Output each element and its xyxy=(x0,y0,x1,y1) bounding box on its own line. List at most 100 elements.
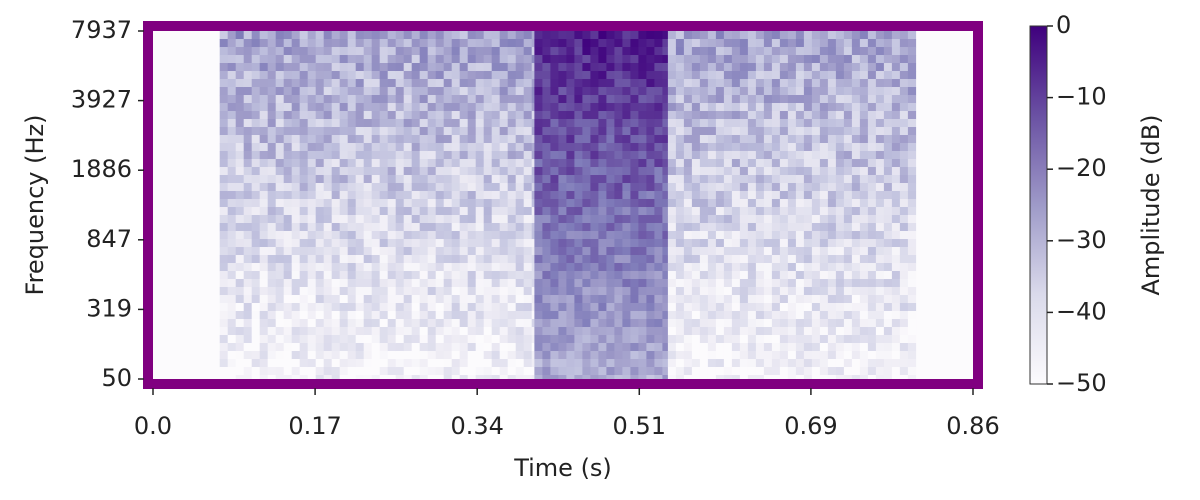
spectrogram-cell xyxy=(598,167,607,176)
spectrogram-cell xyxy=(819,255,829,264)
spectrogram-cell xyxy=(307,279,316,288)
spectrogram-cell xyxy=(219,87,228,96)
spectrogram-cell xyxy=(683,175,693,184)
spectrogram-cell xyxy=(763,335,773,344)
spectrogram-cell xyxy=(675,367,685,376)
spectrogram-cell xyxy=(707,223,717,232)
spectrogram-cell xyxy=(598,279,607,288)
spectrogram-cell xyxy=(459,271,468,280)
spectrogram-cell xyxy=(883,63,893,72)
spectrogram-cell xyxy=(550,103,559,112)
spectrogram-cell xyxy=(795,159,805,168)
spectrogram-cell xyxy=(395,287,404,296)
spectrogram-cell xyxy=(715,279,725,288)
spectrogram-cell xyxy=(550,359,559,368)
spectrogram-cell xyxy=(859,127,869,136)
spectrogram-cell xyxy=(907,367,917,376)
spectrogram-cell xyxy=(683,279,693,288)
spectrogram-cell xyxy=(907,159,917,168)
spectrogram-cell xyxy=(691,279,701,288)
spectrogram-cell xyxy=(811,71,821,80)
spectrogram-cell xyxy=(582,175,591,184)
spectrogram-cell xyxy=(283,319,292,328)
spectrogram-cell xyxy=(582,247,591,256)
spectrogram-cell xyxy=(283,103,292,112)
spectrogram-cell xyxy=(227,199,236,208)
spectrogram-cell xyxy=(251,375,260,380)
spectrogram-cell xyxy=(491,111,500,120)
spectrogram-cell xyxy=(443,263,452,272)
spectrogram-cell xyxy=(707,351,717,360)
spectrogram-cell xyxy=(427,79,436,88)
spectrogram-cell xyxy=(827,119,837,128)
spectrogram-cell xyxy=(451,295,460,304)
spectrogram-cell xyxy=(654,183,663,192)
spectrogram-cell xyxy=(299,55,308,64)
spectrogram-cell xyxy=(630,231,639,240)
spectrogram-cell xyxy=(558,319,567,328)
spectrogram-cell xyxy=(387,279,396,288)
spectrogram-cell xyxy=(699,335,709,344)
spectrogram-cell xyxy=(739,207,749,216)
spectrogram-cell xyxy=(363,95,372,104)
spectrogram-cell xyxy=(435,191,444,200)
spectrogram-cell xyxy=(662,87,669,96)
spectrogram-cell xyxy=(427,87,436,96)
spectrogram-cell xyxy=(355,135,364,144)
spectrogram-cell xyxy=(235,87,244,96)
spectrogram-cell xyxy=(267,311,276,320)
spectrogram-cell xyxy=(646,351,655,360)
spectrogram-cell xyxy=(843,47,853,56)
spectrogram-cell xyxy=(483,31,492,40)
spectrogram-cell xyxy=(795,191,805,200)
spectrogram-cell xyxy=(443,167,452,176)
spectrogram-cell xyxy=(755,79,765,88)
spectrogram-cell xyxy=(291,55,300,64)
spectrogram-cell xyxy=(667,191,677,200)
spectrogram-cell xyxy=(227,287,236,296)
spectrogram-cell xyxy=(339,247,348,256)
spectrogram-cell xyxy=(291,39,300,48)
spectrogram-cell xyxy=(707,343,717,352)
spectrogram-cell xyxy=(691,183,701,192)
spectrogram-cell xyxy=(667,135,677,144)
spectrogram-cell xyxy=(590,343,599,352)
spectrogram-cell xyxy=(614,199,623,208)
spectrogram-cell xyxy=(875,79,885,88)
spectrogram-cell xyxy=(251,95,260,104)
spectrogram-cell xyxy=(491,223,500,232)
spectrogram-cell xyxy=(755,319,765,328)
spectrogram-cell xyxy=(907,359,917,368)
spectrogram-cell xyxy=(614,159,623,168)
spectrogram-cell xyxy=(795,127,805,136)
spectrogram-cell xyxy=(590,207,599,216)
spectrogram-cell xyxy=(499,31,508,40)
spectrogram-cell xyxy=(299,207,308,216)
spectrogram-cell xyxy=(811,279,821,288)
spectrogram-cell xyxy=(379,119,388,128)
spectrogram-cell xyxy=(475,159,484,168)
spectrogram-cell xyxy=(331,183,340,192)
spectrogram-cell xyxy=(867,327,877,336)
spectrogram-cell xyxy=(411,239,420,248)
spectrogram-cell xyxy=(899,311,909,320)
spectrogram-cell xyxy=(251,271,260,280)
spectrogram-cell xyxy=(227,247,236,256)
spectrogram-cell xyxy=(523,167,532,176)
spectrogram-cell xyxy=(339,95,348,104)
spectrogram-cell xyxy=(331,263,340,272)
spectrogram-cell xyxy=(907,263,917,272)
spectrogram-cell xyxy=(811,135,821,144)
spectrogram-cell xyxy=(582,311,591,320)
spectrogram-cell xyxy=(907,71,917,80)
spectrogram-cell xyxy=(251,119,260,128)
spectrogram-cell xyxy=(667,127,677,136)
spectrogram-cell xyxy=(542,143,551,152)
spectrogram-cell xyxy=(811,255,821,264)
spectrogram-cell xyxy=(411,223,420,232)
spectrogram-cell xyxy=(507,119,516,128)
spectrogram-cell xyxy=(835,247,845,256)
spectrogram-cell xyxy=(347,319,356,328)
spectrogram-cell xyxy=(395,375,404,380)
spectrogram-cell xyxy=(550,159,559,168)
